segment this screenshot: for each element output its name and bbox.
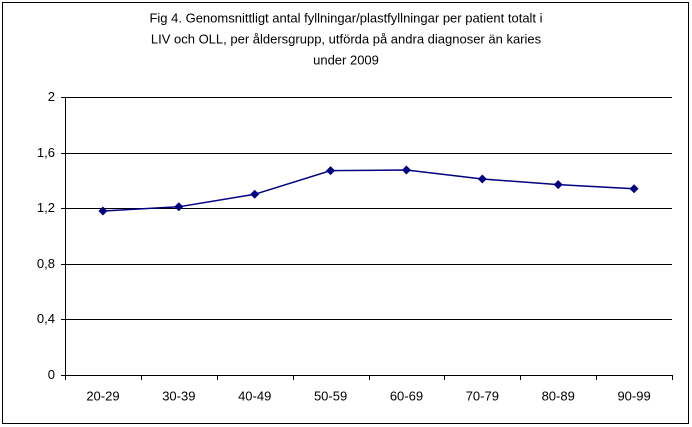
marker: [553, 180, 563, 190]
line: [102, 169, 635, 212]
marker: [326, 166, 336, 176]
x-tick-label: 40-49: [238, 388, 271, 403]
x-tick-label: 20-29: [86, 388, 119, 403]
chart-title: under 2009: [313, 52, 379, 67]
x-tick-label: 70-79: [466, 388, 499, 403]
x-tick-label: 90-99: [617, 388, 650, 403]
x-tick-label: 60-69: [390, 388, 423, 403]
marker: [174, 202, 184, 212]
marker: [477, 174, 487, 184]
y-tick-label: 0: [48, 367, 55, 382]
y-tick-label: 1,2: [37, 200, 55, 215]
y-tick-label: 2: [48, 89, 55, 104]
chart-title: Fig 4. Genomsnittligt antal fyllningar/p…: [149, 10, 542, 25]
x-tick-label: 50-59: [314, 388, 347, 403]
marker: [98, 206, 108, 216]
x-tick-label: 80-89: [542, 388, 575, 403]
marker: [401, 165, 411, 175]
y-tick-label: 0,8: [37, 256, 55, 271]
y-tick-label: 1,6: [37, 145, 55, 160]
marker: [629, 184, 639, 194]
x-tick-label: 30-39: [162, 388, 195, 403]
marker: [250, 189, 260, 199]
chart-title: LIV och OLL, per åldersgrupp, utförda på…: [151, 31, 542, 46]
y-tick-label: 0,4: [37, 311, 55, 326]
